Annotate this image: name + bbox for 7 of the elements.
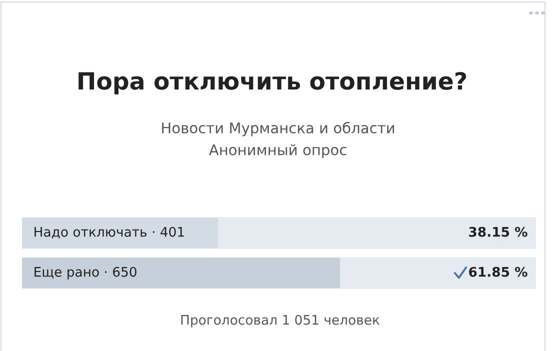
data-label: 38.15 % (469, 226, 528, 237)
chart-title: Пора отключить отопление? (78, 72, 466, 94)
chart-subtitle: Новости Мурманска и области Анонимный опрос (162, 122, 394, 158)
data-label: 61.85 % (469, 266, 528, 277)
y-tick-label: Еще рано · 650 (34, 266, 136, 280)
text: Проголосовал 1 051 человек (181, 314, 380, 328)
y-tick-label: Надо отключать · 401 (34, 226, 184, 238)
